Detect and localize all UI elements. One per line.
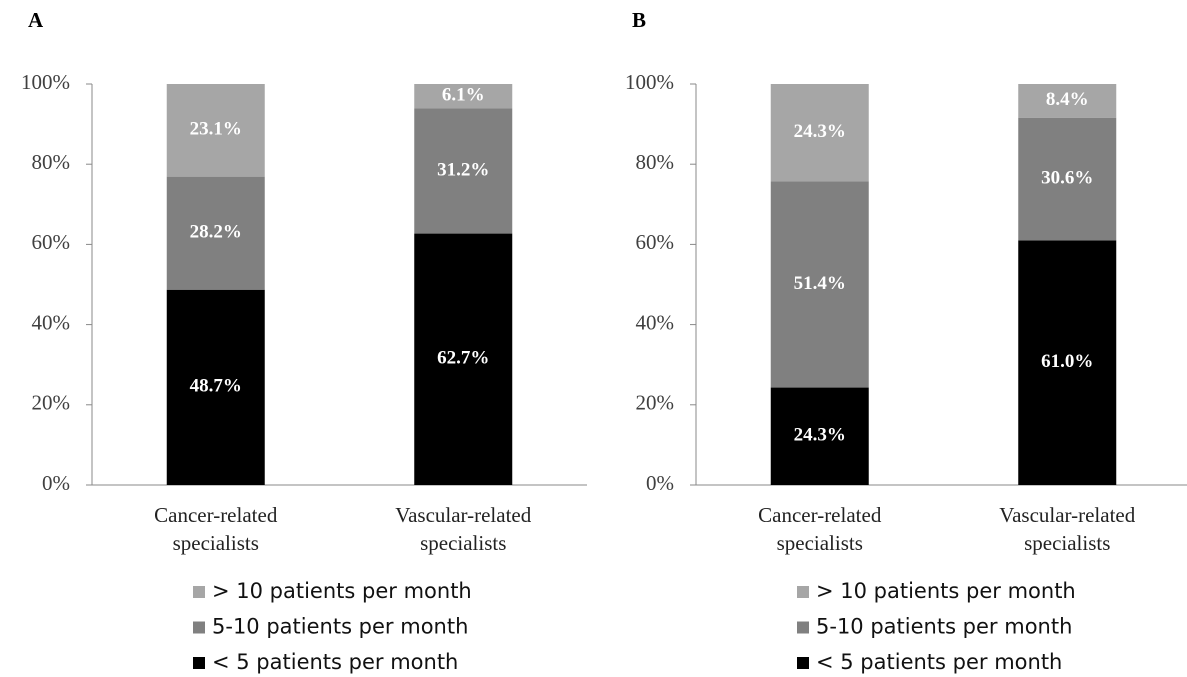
bar-segment [770, 84, 869, 182]
value-label: 62.7% [437, 348, 489, 369]
bar-segment [166, 289, 265, 485]
value-label: 23.1% [190, 119, 242, 140]
y-tick-label: 60% [32, 230, 71, 254]
chart-label: A [28, 8, 44, 32]
value-label: 8.4% [1046, 89, 1089, 110]
legend-swatch [797, 657, 809, 669]
y-tick-label: 60% [636, 230, 675, 254]
x-tick-label: Cancer-related specialists [758, 503, 882, 555]
y-tick-label: 100% [625, 70, 674, 94]
y-tick-label: 40% [636, 310, 675, 334]
bar-segment [166, 84, 265, 177]
bar-segment [770, 387, 869, 485]
value-label: 24.3% [794, 425, 846, 446]
legend-swatch [797, 621, 809, 634]
legend-swatch [193, 621, 205, 634]
legend-swatch [797, 586, 809, 598]
y-tick-label: 80% [32, 150, 71, 174]
value-label: 6.1% [442, 85, 485, 106]
y-tick-label: 80% [636, 150, 675, 174]
y-tick-label: 100% [21, 70, 70, 94]
legend-label: 5-10 patients per month [816, 615, 1072, 639]
bar-segment [414, 108, 513, 234]
legend-label: < 5 patients per month [212, 650, 458, 674]
x-tick-label: Vascular-related specialists [999, 503, 1136, 555]
y-tick-label: 20% [636, 391, 675, 415]
bar-segment [414, 233, 513, 485]
bar-segment [1018, 84, 1117, 118]
legend-label: > 10 patients per month [212, 579, 472, 603]
value-label: 48.7% [190, 376, 242, 397]
bar-segment [414, 84, 513, 109]
bar-segment [1018, 240, 1117, 485]
y-tick-label: 20% [32, 391, 71, 415]
bar-segment [1018, 117, 1117, 241]
legend-label: 5-10 patients per month [212, 615, 468, 639]
y-tick-label: 0% [42, 471, 70, 495]
value-label: 51.4% [794, 273, 846, 294]
chart-label: B [632, 8, 646, 32]
legend-swatch [193, 586, 205, 598]
value-label: 31.2% [437, 159, 489, 180]
legend-label: < 5 patients per month [816, 650, 1062, 674]
value-label: 61.0% [1041, 351, 1093, 372]
bar-segment [770, 181, 869, 388]
x-tick-label: Vascular-related specialists [395, 503, 532, 555]
legend-swatch [193, 657, 205, 669]
value-label: 24.3% [794, 121, 846, 142]
y-tick-label: 40% [32, 310, 71, 334]
value-label: 28.2% [190, 222, 242, 243]
y-tick-label: 0% [646, 471, 674, 495]
bar-segment [166, 176, 265, 290]
x-tick-label: Cancer-related specialists [154, 503, 278, 555]
legend-label: > 10 patients per month [816, 579, 1076, 603]
value-label: 30.6% [1041, 167, 1093, 188]
